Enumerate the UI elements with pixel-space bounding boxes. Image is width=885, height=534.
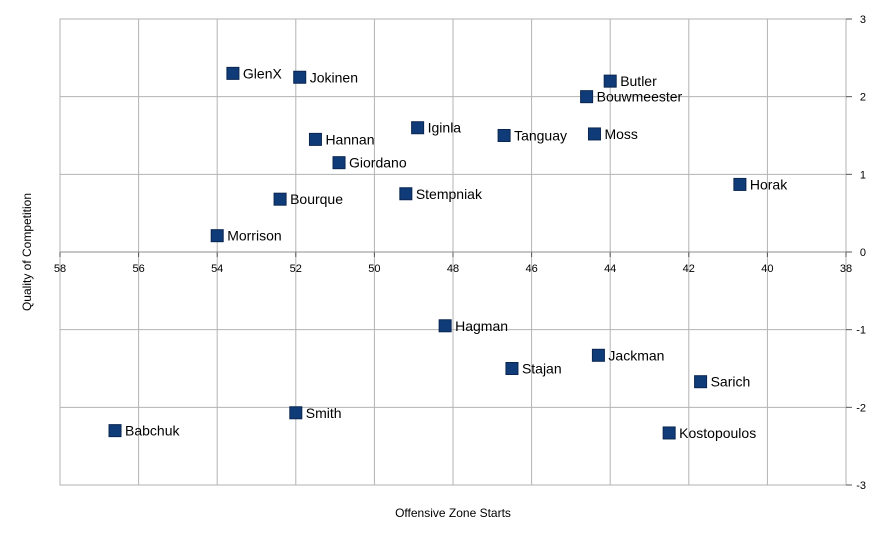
data-point xyxy=(308,132,322,146)
x-tick-label: 50 xyxy=(368,263,380,275)
data-point-label: Giordano xyxy=(349,155,407,171)
data-point xyxy=(226,66,240,80)
data-point xyxy=(108,424,122,438)
data-point-label: Smith xyxy=(306,405,342,421)
data-point-label: GlenX xyxy=(243,65,283,81)
x-tick-label: 42 xyxy=(683,263,695,275)
data-point-label: Butler xyxy=(620,73,657,89)
data-point-label: Stempniak xyxy=(416,186,483,202)
data-point xyxy=(591,348,605,362)
data-point-label: Morrison xyxy=(227,228,281,244)
x-tick-label: 44 xyxy=(604,263,616,275)
x-tick-label: 38 xyxy=(840,263,852,275)
data-point xyxy=(332,156,346,170)
data-point-label: Stajan xyxy=(522,361,562,377)
data-point xyxy=(210,229,224,243)
data-point-label: Jokinen xyxy=(310,69,358,85)
x-axis-title: Offensive Zone Starts xyxy=(395,506,511,520)
data-point xyxy=(293,70,307,84)
x-axis-ticks: 58 56 54 52 50 48 46 44 42 40 38 xyxy=(54,263,852,275)
data-point-label: Babchuk xyxy=(125,423,180,439)
y-axis-title: Quality of Competition xyxy=(20,193,34,311)
data-point-label: Bourque xyxy=(290,191,343,207)
data-point-label: Tanguay xyxy=(514,128,567,144)
x-tick-label: 48 xyxy=(447,263,459,275)
y-tick-label: 2 xyxy=(860,92,866,104)
data-point xyxy=(505,362,519,375)
y-tick-label: 3 xyxy=(860,14,866,26)
data-point xyxy=(733,177,747,191)
y-tick-label: 0 xyxy=(860,247,866,259)
x-tick-label: 52 xyxy=(290,263,302,275)
data-point xyxy=(587,127,601,141)
y-axis-ticks: -3 -2 -1 0 1 2 3 xyxy=(856,14,866,492)
data-point xyxy=(662,426,676,440)
data-point-label: Iginla xyxy=(428,120,462,136)
data-point-label: Kostopoulos xyxy=(679,425,756,441)
data-point-label: Moss xyxy=(604,126,637,142)
data-point-label: Horak xyxy=(750,176,788,192)
data-point-label: Sarich xyxy=(711,374,751,390)
data-point-label: Bouwmeester xyxy=(597,89,683,105)
y-tick-label: -2 xyxy=(856,402,866,414)
data-point xyxy=(289,406,303,420)
x-tick-label: 54 xyxy=(211,263,223,275)
data-point xyxy=(273,192,287,206)
x-tick-label: 58 xyxy=(54,263,66,275)
data-point-label: Hagman xyxy=(455,318,508,334)
grid xyxy=(59,18,852,486)
y-tick-label: -3 xyxy=(856,480,866,492)
y-tick-label: 1 xyxy=(860,169,866,181)
data-point xyxy=(497,129,511,142)
data-point xyxy=(580,90,594,104)
y-tick-label: -1 xyxy=(856,325,866,337)
data-point xyxy=(438,319,452,333)
data-point xyxy=(603,74,617,88)
x-tick-label: 40 xyxy=(761,263,773,275)
data-point-label: Jackman xyxy=(608,347,664,363)
data-point-label: Hannan xyxy=(325,131,374,147)
data-point xyxy=(399,187,413,201)
data-point xyxy=(411,121,425,135)
x-tick-label: 56 xyxy=(132,263,144,275)
x-tick-label: 46 xyxy=(525,263,537,275)
data-point xyxy=(694,375,708,389)
